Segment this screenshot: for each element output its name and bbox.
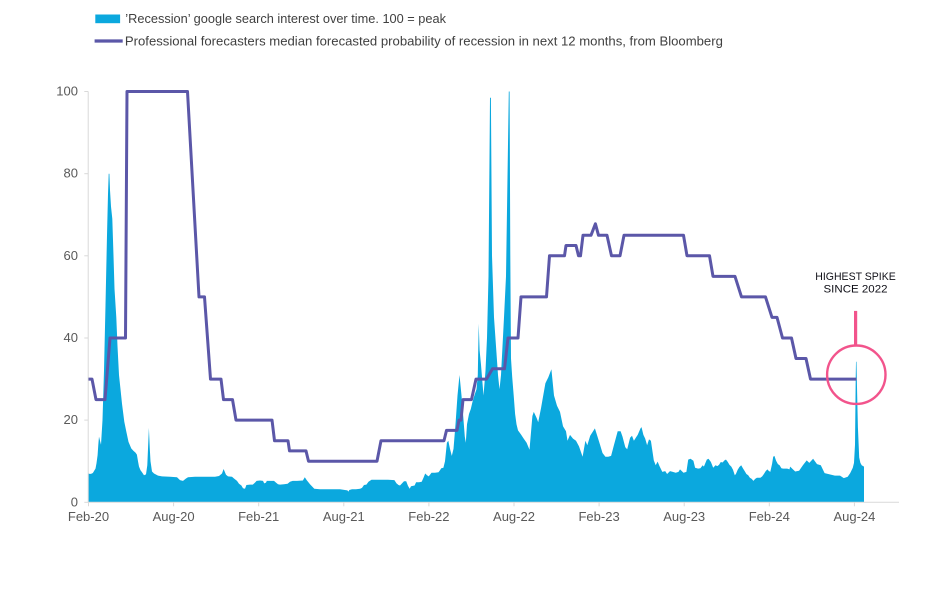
svg-text:40: 40 <box>64 330 78 345</box>
svg-text:’Recession’ google search inte: ’Recession’ google search interest over … <box>125 11 446 26</box>
svg-text:HIGHEST SPIKE: HIGHEST SPIKE <box>815 271 896 283</box>
svg-text:Feb-22: Feb-22 <box>408 509 449 524</box>
svg-text:Aug-22: Aug-22 <box>493 509 535 524</box>
svg-text:0: 0 <box>71 494 78 509</box>
svg-text:Aug-24: Aug-24 <box>833 509 875 524</box>
svg-text:Feb-20: Feb-20 <box>68 509 109 524</box>
svg-text:Feb-23: Feb-23 <box>578 509 619 524</box>
svg-text:SINCE 2022: SINCE 2022 <box>824 283 888 295</box>
svg-text:Professional forecasters media: Professional forecasters median forecast… <box>125 34 723 49</box>
svg-text:Feb-24: Feb-24 <box>749 509 790 524</box>
svg-text:80: 80 <box>64 166 78 181</box>
svg-text:20: 20 <box>64 412 78 427</box>
svg-text:Aug-21: Aug-21 <box>323 509 365 524</box>
svg-text:Feb-21: Feb-21 <box>238 509 279 524</box>
svg-text:Aug-20: Aug-20 <box>153 509 195 524</box>
svg-text:100: 100 <box>56 84 78 99</box>
svg-text:60: 60 <box>64 248 78 263</box>
svg-text:Aug-23: Aug-23 <box>663 509 705 524</box>
